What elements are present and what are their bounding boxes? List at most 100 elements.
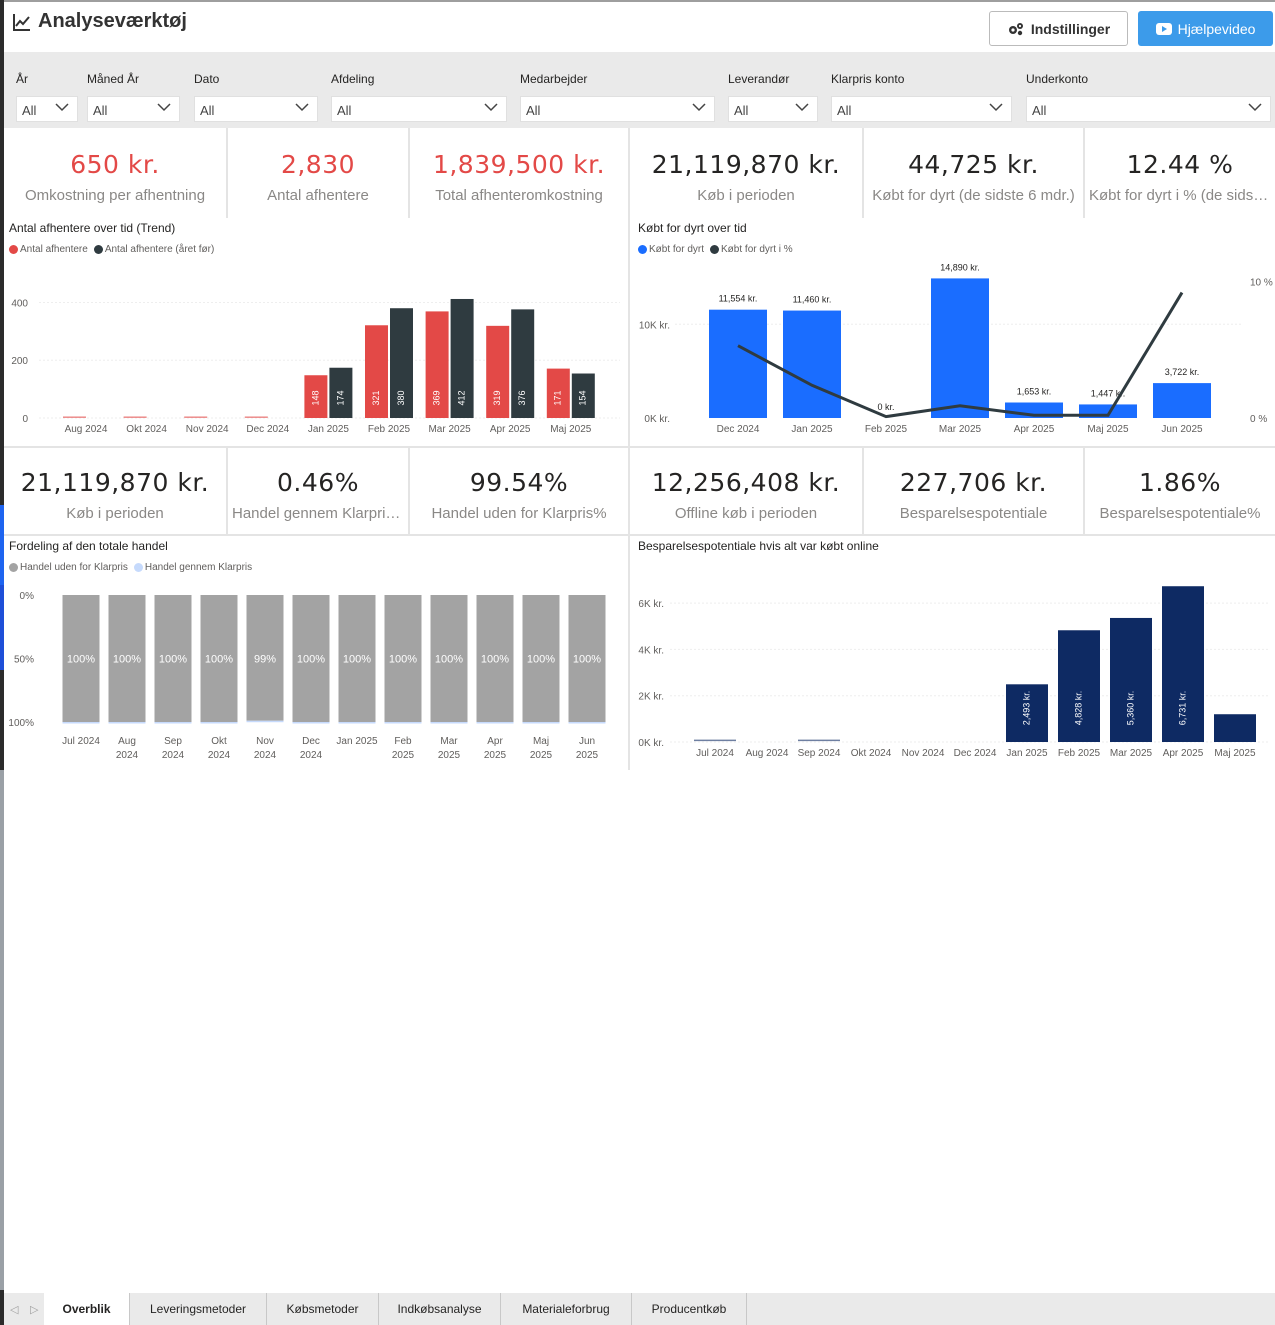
- kpi-value: 227,706 kr.: [899, 468, 1048, 497]
- tab-kobsmetoder[interactable]: Købsmetoder: [267, 1293, 379, 1325]
- kpi-label: Køb i perioden: [66, 505, 164, 522]
- bar-data-label: 1,653 kr.: [1017, 387, 1052, 397]
- kpi-label: Handel gennem Klarpris%: [232, 505, 407, 522]
- legend-item[interactable]: Handel uden for Klarpris: [9, 562, 128, 573]
- x-tick-label: Apr 2025: [484, 736, 507, 761]
- filter-value: All: [200, 103, 215, 118]
- bar-kobt-for-dyrt: [1153, 383, 1211, 418]
- tab-indkobsanalyse[interactable]: Indkøbsanalyse: [379, 1293, 501, 1325]
- bar-handel-uden-for-klarpris: [246, 595, 284, 721]
- bar-antal-afhentere-aret-for: [571, 373, 595, 418]
- bar-handel-gennem-klarpris: [154, 722, 192, 724]
- legend-label: Handel gennem Klarpris: [144, 562, 253, 573]
- filter-date: Dato All: [194, 72, 318, 122]
- bar-data-label: 171: [553, 390, 563, 405]
- tab-producentkob[interactable]: Producentkøb: [632, 1293, 747, 1325]
- legend-item[interactable]: Handel gennem Klarpris: [133, 562, 253, 573]
- filter-subaccount-dropdown[interactable]: All: [1026, 96, 1271, 122]
- x-tick-label: Jan 2025: [791, 424, 833, 435]
- kpi-label: Købt for dyrt (de sidste 6 mdr.): [872, 187, 1075, 204]
- help-video-button[interactable]: Hjælpevideo: [1138, 11, 1273, 46]
- bar-handel-gennem-klarpris: [246, 720, 284, 723]
- x-tick-label: Jul 2024: [62, 736, 100, 747]
- legend-item[interactable]: Antal afhentere (året før): [93, 244, 214, 255]
- bar-kobt-for-dyrt: [783, 310, 841, 418]
- bar-antal-afhentere: [486, 325, 510, 418]
- filter-year-dropdown[interactable]: All: [16, 96, 78, 122]
- kpi-label: Købt for dyrt i % (de sidste 6 mdr.): [1089, 187, 1275, 204]
- kpi-savings-potential: 227,706 kr. Besparelsespotentiale: [864, 448, 1085, 536]
- x-tick-label: Nov 2024: [186, 424, 229, 435]
- tab-label: Producentkøb: [651, 1302, 727, 1316]
- filter-date-dropdown[interactable]: All: [194, 96, 318, 122]
- chevron-down-icon: [484, 103, 498, 112]
- settings-button[interactable]: Indstillinger: [989, 11, 1128, 46]
- bar-besparelsespotentiale: [1110, 617, 1152, 742]
- y-tick-label: 50%: [14, 655, 34, 666]
- kpi-value: 21,119,870 kr.: [20, 468, 210, 497]
- legend-label: Købt for dyrt i %: [721, 244, 793, 255]
- chevron-down-icon: [1248, 103, 1262, 112]
- kpi-offline-purchases: 12,256,408 kr. Offline køb i perioden: [630, 448, 864, 536]
- bar-data-label: 99%: [254, 654, 276, 666]
- chart-legend: Antal afhentere Antal afhentere (året fø…: [9, 244, 214, 255]
- tab-leveringsmetoder[interactable]: Leveringsmetoder: [130, 1293, 267, 1325]
- bar-data-label: 100%: [481, 654, 509, 666]
- app-title-text: Analyseværktøj: [38, 10, 187, 32]
- bar-data-label: 412: [456, 390, 466, 405]
- next-page-icon[interactable]: ▷: [30, 1304, 39, 1316]
- legend-item[interactable]: Købt for dyrt: [638, 244, 704, 255]
- chart-pickups-over-time: Antal afhentere over tid (Trend) Antal a…: [4, 218, 630, 448]
- tab-label: Købsmetoder: [286, 1302, 359, 1316]
- y-tick-label: 4K kr.: [638, 645, 664, 656]
- pickups-chart-plot: 0 200 400 Aug 2024 Okt 2024 Nov 2024 Dec 2024 J…: [11, 298, 620, 435]
- x-tick-label: Jan 2025: [308, 424, 350, 435]
- filter-klarpris-account-dropdown[interactable]: All: [831, 96, 1012, 122]
- bar-handel-uden-for-klarpris: [338, 595, 376, 722]
- bar-handel-uden-for-klarpris: [384, 595, 422, 722]
- bar-antal-afhentere: [304, 375, 328, 418]
- filter-employee-dropdown[interactable]: All: [520, 96, 715, 122]
- filter-month-year: Måned År All: [87, 72, 180, 122]
- filter-department-dropdown[interactable]: All: [331, 96, 507, 122]
- x-tick-label: Dec 2024: [246, 424, 289, 435]
- x-tick-label: Feb 2025: [368, 424, 411, 435]
- bar-data-label: 1,447 kr.: [1091, 388, 1126, 398]
- chart-title: Antal afhentere over tid (Trend): [9, 221, 176, 235]
- filter-month-year-dropdown[interactable]: All: [87, 96, 180, 122]
- kpi-savings-potential-percent: 1.86% Besparelsespotentiale%: [1085, 448, 1275, 536]
- bar-handel-gennem-klarpris: [338, 722, 376, 724]
- gears-icon: [1008, 22, 1023, 35]
- youtube-play-icon: [1155, 22, 1172, 35]
- tab-materialeforbrug[interactable]: Materialeforbrug: [501, 1293, 632, 1325]
- chevron-down-icon: [295, 103, 309, 112]
- bar-handel-uden-for-klarpris: [154, 595, 192, 722]
- filter-value: All: [734, 103, 749, 118]
- x-tick-label: Mar 2025: [428, 424, 471, 435]
- header-bar: Analyseværktøj Indstillinger Hjælpevideo: [4, 0, 1275, 52]
- x-tick-label: Okt 2024: [208, 736, 231, 761]
- bar-antal-afhentere: [546, 368, 570, 418]
- savings-chart-plot: 0K kr. 2K kr. 4K kr. 6K kr. Jul 2024 Aug 2024…: [638, 586, 1270, 759]
- bar-handel-gennem-klarpris: [384, 722, 422, 724]
- bar-data-label: 100%: [343, 654, 371, 666]
- chart-title: Fordeling af den totale handel: [9, 539, 168, 553]
- x-tick-label: Apr 2025: [1163, 748, 1204, 759]
- legend-item[interactable]: Antal afhentere: [9, 244, 88, 255]
- bar-data-label: 100%: [297, 654, 325, 666]
- x-tick-label: Jul 2024: [696, 748, 734, 759]
- chart-title: Købt for dyrt over tid: [638, 221, 747, 235]
- prev-page-icon[interactable]: ◁: [10, 1304, 19, 1316]
- bar-antal-afhentere: [63, 416, 86, 418]
- legend-item[interactable]: Købt for dyrt i %: [710, 244, 793, 255]
- legend-dot-icon: [710, 245, 720, 254]
- legend-label: Handel uden for Klarpris: [20, 562, 128, 573]
- tab-overblik[interactable]: Overblik: [44, 1293, 130, 1325]
- y-tick-label: 6K kr.: [638, 599, 664, 610]
- bar-data-label: 5,360 kr.: [1125, 691, 1135, 726]
- filter-supplier-dropdown[interactable]: All: [728, 96, 818, 122]
- bar-data-label: 319: [492, 390, 502, 405]
- legend-label: Købt for dyrt: [649, 244, 705, 255]
- kpi-cost-per-pickup: 650 kr. Omkostning per afhentning: [4, 128, 228, 220]
- x-tick-label: Jun 2025: [576, 736, 599, 761]
